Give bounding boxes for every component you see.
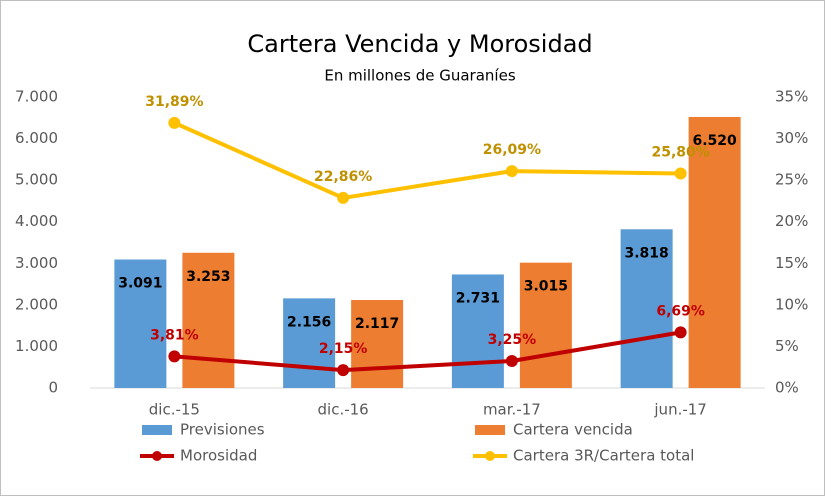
line: [173, 121, 681, 200]
y2-tick-label: 15%: [775, 254, 808, 272]
line-marker: [337, 191, 350, 204]
y-tick-label: 2.000: [15, 295, 58, 313]
bar-value-label: 3.091: [118, 276, 162, 292]
line-value-label: 3,81%: [150, 327, 199, 343]
bar-value-label: 2.731: [456, 290, 500, 306]
bar: [688, 116, 741, 388]
line-marker: [168, 350, 181, 363]
bar-value-label: 3.818: [624, 245, 668, 261]
y-tick-label: 5.000: [15, 171, 58, 189]
line-value-label: 26,09%: [483, 142, 541, 158]
y-tick-label: 3.000: [15, 254, 58, 272]
bar: [451, 274, 504, 388]
x-tick-label: dic.-16: [318, 401, 369, 419]
y-tick-label: 4.000: [15, 212, 58, 230]
line-marker: [674, 167, 687, 180]
line-marker: [674, 326, 687, 339]
legend-marker: [485, 451, 495, 461]
y2-tick-label: 30%: [775, 129, 808, 147]
bar: [519, 262, 572, 388]
y2-tick-label: 20%: [775, 212, 808, 230]
line-marker: [337, 364, 350, 377]
line-marker: [505, 165, 518, 178]
y-tick-label: 7.000: [15, 88, 58, 106]
bar-value-label: 3.253: [186, 269, 230, 285]
y2-tick-label: 35%: [775, 88, 808, 106]
y-tick-label: 1.000: [15, 337, 58, 355]
y-tick-label: 0: [48, 379, 58, 397]
line-value-label: 22,86%: [314, 169, 372, 185]
bar: [351, 299, 404, 388]
bar: [114, 259, 167, 388]
line-value-label: 31,89%: [145, 94, 203, 110]
line-value-label: 2,15%: [319, 341, 368, 357]
bar: [283, 298, 336, 388]
chart-title: Cartera Vencida y Morosidad: [247, 30, 592, 58]
legend-swatch: [475, 425, 505, 435]
bar-value-label: 2.117: [355, 316, 399, 332]
y2-tick-label: 0%: [775, 379, 799, 397]
y2-tick-label: 25%: [775, 171, 808, 189]
legend-swatch: [142, 425, 172, 435]
legend-label: Cartera 3R/Cartera total: [513, 447, 694, 465]
bar-value-label: 6.520: [692, 133, 737, 149]
line-value-label: 6,69%: [656, 303, 705, 319]
bar-value-label: 3.015: [524, 279, 568, 295]
legend-marker: [152, 451, 162, 461]
x-tick-label: jun.-17: [653, 401, 706, 419]
line-value-label: 25,80%: [651, 144, 709, 160]
legend-label: Previsiones: [180, 421, 265, 439]
x-tick-label: mar.-17: [483, 401, 541, 419]
y2-tick-label: 10%: [775, 295, 808, 313]
line-marker: [505, 354, 518, 367]
chart-subtitle: En millones de Guaraníes: [324, 67, 515, 85]
line: [174, 330, 681, 373]
line-value-label: 3,25%: [488, 332, 537, 348]
y-tick-label: 6.000: [15, 129, 58, 147]
x-tick-label: dic.-15: [149, 401, 200, 419]
legend-label: Morosidad: [180, 447, 257, 465]
bar-value-label: 2.156: [287, 314, 331, 330]
bar: [182, 252, 235, 388]
legend-label: Cartera vencida: [513, 421, 633, 439]
line-marker: [168, 116, 181, 129]
y2-tick-label: 5%: [775, 337, 799, 355]
bar: [620, 229, 673, 388]
